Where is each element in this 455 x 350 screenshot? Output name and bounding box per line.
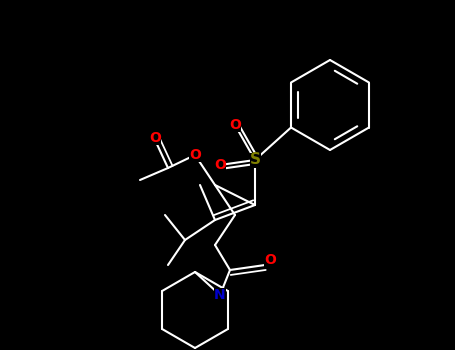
Text: O: O	[149, 131, 161, 145]
Text: O: O	[189, 148, 201, 162]
Text: S: S	[249, 153, 261, 168]
Text: O: O	[214, 158, 226, 172]
Text: O: O	[229, 118, 241, 132]
Text: N: N	[214, 288, 226, 302]
Text: O: O	[264, 253, 276, 267]
